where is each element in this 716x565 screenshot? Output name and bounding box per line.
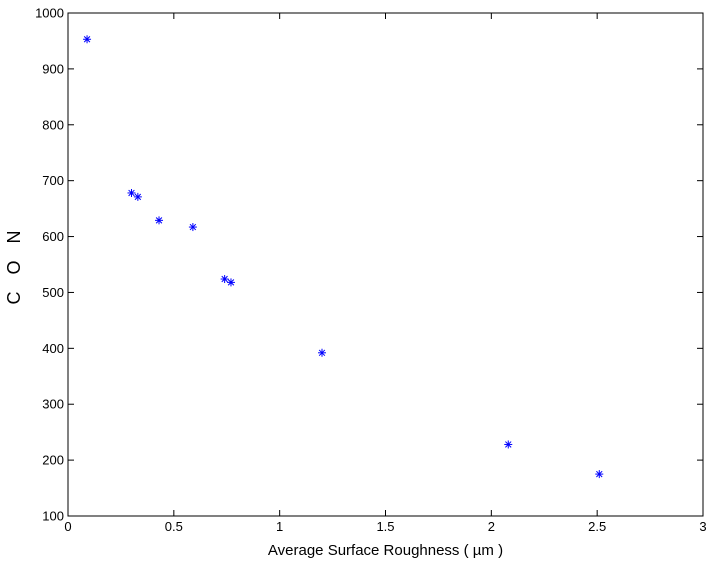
x-tick-label: 3: [699, 519, 706, 534]
y-tick-label: 900: [42, 61, 64, 76]
data-point-marker: [133, 192, 142, 201]
data-point-marker: [188, 223, 197, 232]
y-tick-label: 700: [42, 173, 64, 188]
data-point-marker: [127, 188, 136, 197]
y-tick-label: 400: [42, 341, 64, 356]
data-point-marker: [226, 278, 235, 287]
axis-tick-labels: 0 0.5 1 1.5 2 2.5 3 100 200 300 400 500 600 700 800 900…: [35, 6, 707, 535]
x-tick-label: 2: [488, 519, 495, 534]
data-points: [83, 35, 604, 479]
y-tick-label: 500: [42, 285, 64, 300]
data-point-marker: [504, 440, 513, 449]
y-tick-label: 1000: [35, 6, 64, 21]
data-point-marker: [220, 275, 229, 284]
axis-ticks: [67, 12, 704, 517]
y-tick-label: 300: [42, 397, 64, 412]
x-axis-title: Average Surface Roughness ( µm ): [268, 542, 503, 559]
x-tick-label: 0.5: [165, 519, 183, 534]
y-tick-label: 600: [42, 229, 64, 244]
plot-area: [67, 12, 704, 517]
x-tick-label: 1: [276, 519, 283, 534]
y-tick-label: 200: [42, 453, 64, 468]
x-tick-label: 1.5: [376, 519, 394, 534]
data-point-marker: [318, 348, 326, 357]
data-point-marker: [595, 470, 604, 479]
data-point-marker: [83, 35, 92, 44]
x-tick-label: 2.5: [588, 519, 606, 534]
x-tick-label: 0: [64, 519, 71, 534]
y-tick-label: 100: [42, 509, 64, 524]
data-point-marker: [155, 216, 164, 225]
y-tick-label: 800: [42, 117, 64, 132]
y-axis-title: C O N: [4, 224, 24, 304]
